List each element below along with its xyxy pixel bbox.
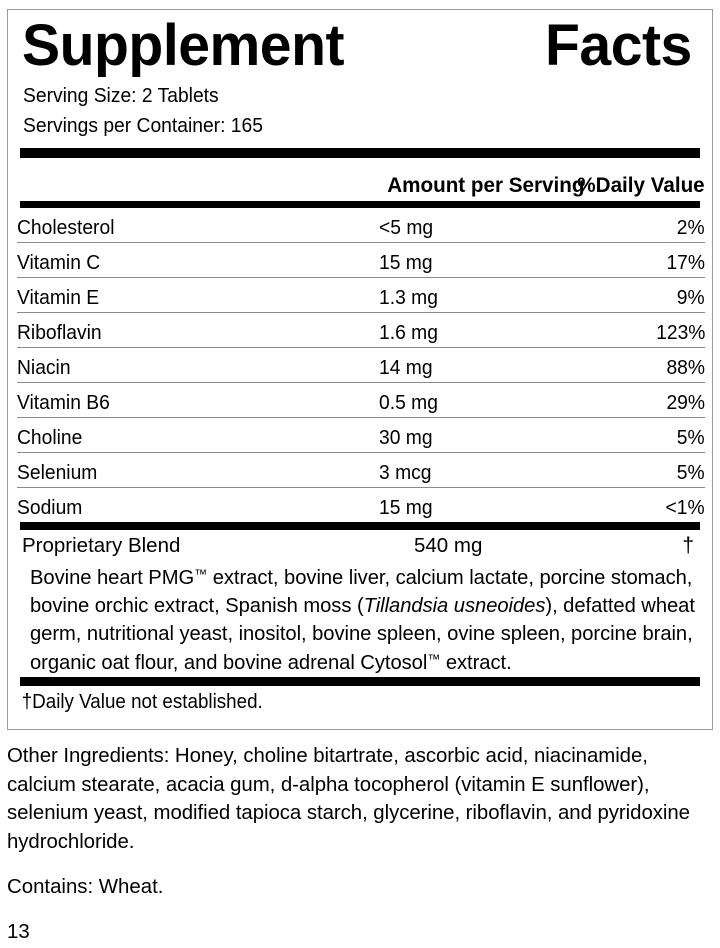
nutrient-daily-value: 2% [677, 215, 705, 239]
nutrient-daily-value: 5% [559, 451, 705, 488]
title-word-supplement: Supplement [22, 13, 345, 78]
nutrient-row: Sodium 15 mg <1% [17, 486, 705, 522]
rule-above-proprietary-blend [20, 521, 700, 530]
servings-per-container: Servings per Container: 165 [23, 113, 263, 137]
contains-allergens-text: Contains: Wheat. [7, 876, 164, 899]
trademark-symbol: ™ [427, 651, 441, 667]
trademark-symbol: ™ [194, 566, 208, 582]
supplement-facts-panel: Supplement Facts Serving Size: 2 Tablets… [7, 9, 713, 730]
nutrient-daily-value: 123% [559, 311, 705, 348]
proprietary-blend-row: Proprietary Blend 540 mg † [17, 530, 703, 562]
nutrient-amount: 0.5 mg [379, 381, 559, 418]
nutrient-daily-value: 9% [559, 276, 705, 313]
nutrient-row: Riboflavin 1.6 mg 123% [17, 311, 705, 348]
nutrient-daily-value: <1% [559, 486, 705, 522]
nutrient-row: Selenium 3 mcg 5% [17, 451, 705, 488]
title-word-facts: Facts [545, 13, 692, 78]
nutrient-name: Vitamin E [17, 276, 379, 313]
nutrient-name: Vitamin C [17, 241, 379, 278]
nutrient-name: Riboflavin [17, 311, 379, 348]
page-number: 13 [7, 921, 30, 944]
nutrient-daily-value: 29% [559, 381, 705, 418]
nutrient-name: Sodium [17, 486, 379, 522]
nutrient-daily-value: 88% [559, 346, 705, 383]
column-header-nutrient [17, 158, 379, 201]
botanical-latin-name: Tillandsia usneoides [363, 594, 546, 617]
nutrient-row: Niacin 14 mg 88% [17, 346, 705, 383]
proprietary-blend-ingredients: Bovine heart PMG™ extract, bovine liver,… [30, 566, 695, 674]
nutrient-row: Vitamin C 15 mg 17% [17, 241, 705, 278]
nutrient-row: Vitamin B6 0.5 mg 29% [17, 381, 705, 418]
nutrient-amount: 1.3 mg [379, 276, 559, 313]
rule-thick-top [20, 147, 700, 158]
nutrient-name: Vitamin B6 [17, 381, 379, 418]
nutrient-name: Choline [17, 416, 379, 453]
nutrient-name: Cholesterol [17, 215, 115, 239]
nutrient-name: Niacin [17, 346, 379, 383]
proprietary-blend-dagger: † [682, 533, 694, 557]
column-header-amount-per-serving: Amount per Serving [387, 172, 585, 197]
serving-size: Serving Size: 2 Tablets [23, 83, 219, 107]
nutrient-daily-value: 5% [559, 416, 705, 453]
other-ingredients-text: Other Ingredients: Honey, choline bitart… [7, 745, 690, 853]
panel-title: Supplement Facts [22, 13, 692, 78]
proprietary-blend-amount: 540 mg [414, 533, 483, 557]
nutrient-amount: 14 mg [379, 346, 559, 383]
rule-under-column-headers [20, 200, 700, 208]
rule-above-footnote [20, 676, 700, 686]
daily-value-footnote: †Daily Value not established. [21, 690, 263, 713]
nutrient-table: Cholesterol <5 mg 2% Vitamin C 15 mg 17% Vitam… [17, 208, 705, 522]
nutrient-amount: <5 mg [379, 215, 434, 239]
nutrient-row: Choline 30 mg 5% [17, 416, 705, 453]
label-supplementary-text: Other Ingredients: Honey, choline bitart… [7, 742, 707, 944]
nutrient-amount: 30 mg [379, 416, 559, 453]
nutrient-amount: 15 mg [379, 486, 559, 522]
nutrient-row: Cholesterol <5 mg 2% [17, 208, 705, 243]
column-header-daily-value: %Daily Value [577, 172, 705, 197]
nutrient-name: Selenium [17, 451, 379, 488]
nutrient-amount: 3 mcg [379, 451, 559, 488]
nutrient-amount: 1.6 mg [379, 311, 559, 348]
serving-information: Serving Size: 2 Tablets Servings per Con… [17, 81, 703, 141]
nutrient-amount: 15 mg [379, 241, 559, 278]
nutrition-header-table: Amount per Serving %Daily Value [17, 158, 705, 201]
nutrient-daily-value: 17% [559, 241, 705, 278]
proprietary-blend-name: Proprietary Blend [22, 533, 181, 557]
column-header-row: Amount per Serving %Daily Value [17, 158, 705, 201]
nutrient-row: Vitamin E 1.3 mg 9% [17, 276, 705, 313]
